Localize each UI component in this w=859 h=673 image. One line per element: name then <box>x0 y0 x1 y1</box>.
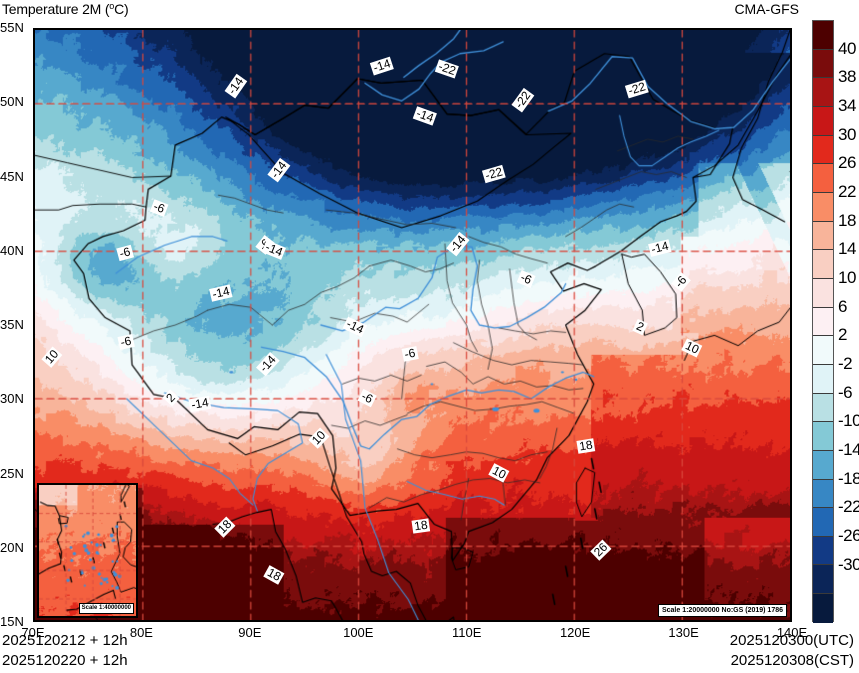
colorbar-swatch <box>813 49 833 79</box>
colorbar-swatch <box>813 364 833 394</box>
page-title-unit: C) <box>114 1 129 17</box>
colorbar-tick-18: 18 <box>838 210 856 230</box>
colorbar-swatch <box>813 479 833 509</box>
lat-tick-40N: 40N <box>0 242 24 258</box>
colorbar-tick--14: -14 <box>838 440 859 459</box>
contour-label: -6 <box>117 333 135 350</box>
colorbar-swatch <box>813 192 833 222</box>
colorbar-tick-30: 30 <box>838 124 856 144</box>
lon-tick-140E: 140E <box>776 625 808 640</box>
lat-tick-20N: 20N <box>0 539 24 555</box>
colorbar-tick-22: 22 <box>838 182 856 201</box>
map-plot-area[interactable]: Scale 1:20000000 No:GS (2019) 1786 Scale… <box>33 28 792 622</box>
colorbar-swatch <box>813 135 833 165</box>
page-title: Temperature 2M (oC) <box>2 1 129 17</box>
colorbar-tick--30: -30 <box>838 554 859 574</box>
colorbar-tick-34: 34 <box>838 96 856 115</box>
lat-tick-30N: 30N <box>0 391 24 407</box>
colorbar-swatch <box>813 336 833 365</box>
contour-label: -6 <box>401 345 419 362</box>
colorbar-tick-38: 38 <box>838 67 856 87</box>
colorbar-swatch <box>813 221 833 251</box>
lat-tick-35N: 35N <box>0 317 24 332</box>
colorbar-swatch <box>813 21 833 50</box>
footer-valid-time-cst: 2025120308(CST) <box>730 652 854 669</box>
colorbar-swatch <box>813 307 833 337</box>
colorbar-swatch <box>813 164 833 193</box>
page-title-text: Temperature 2M ( <box>2 1 110 17</box>
colorbar-swatch <box>813 106 833 136</box>
degree-symbol: o <box>109 1 115 11</box>
colorbar-tick--2: -2 <box>838 354 853 373</box>
colorbar-tick--26: -26 <box>838 526 859 545</box>
colorbar-tick-10: 10 <box>838 268 856 287</box>
model-label: CMA-GFS <box>734 1 799 17</box>
footer-init-time-utc: 2025120212 + 12h <box>2 632 128 649</box>
lat-tick-25N: 25N <box>0 465 24 481</box>
lon-tick-130E: 130E <box>668 625 699 640</box>
colorbar-tick-26: 26 <box>838 153 856 173</box>
colorbar-tick-40: 40 <box>838 38 856 58</box>
south-china-sea-inset-map[interactable]: Scale 1:40000000 <box>37 483 138 618</box>
lon-tick-80E: 80E <box>129 625 153 640</box>
colorbar-swatch <box>813 393 833 423</box>
contour-label: 18 <box>576 437 596 454</box>
contour-label: 18 <box>411 517 431 534</box>
lon-tick-70E: 70E <box>21 625 45 640</box>
lon-tick-120E: 120E <box>559 625 591 640</box>
colorbar-tick--22: -22 <box>838 497 859 517</box>
lat-tick-55N: 55N <box>0 20 24 35</box>
footer-valid-time-utc: 2025120300(UTC) <box>729 632 854 649</box>
inset-scale-note: Scale 1:40000000 <box>78 603 134 614</box>
colorbar-swatch <box>813 422 833 451</box>
colorbar-tick--10: -10 <box>838 411 859 431</box>
colorbar-swatch <box>813 594 833 623</box>
colorbar-tick--18: -18 <box>838 468 859 488</box>
lat-tick-15N: 15N <box>0 614 24 629</box>
colorbar-swatch <box>813 450 833 480</box>
colorbar-swatch <box>813 536 833 566</box>
lon-tick-90E: 90E <box>238 625 262 640</box>
colorbar-tick-2: 2 <box>838 325 847 345</box>
lat-tick-45N: 45N <box>0 168 24 184</box>
colorbar-tick--6: -6 <box>838 382 853 402</box>
colorbar-tick-14: 14 <box>838 239 856 259</box>
lat-tick-50N: 50N <box>0 94 24 110</box>
colorbar-swatch <box>813 78 833 107</box>
colorbar-swatch <box>813 565 833 595</box>
map-scale-note: Scale 1:20000000 No:GS (2019) 1786 <box>657 604 787 617</box>
lon-tick-110E: 110E <box>452 625 482 640</box>
temperature-colorbar[interactable] <box>812 20 834 623</box>
footer-init-time-cst: 2025120220 + 12h <box>2 652 128 669</box>
colorbar-tick-6: 6 <box>838 296 847 316</box>
inset-field-canvas <box>39 485 136 616</box>
colorbar-swatch <box>813 508 833 537</box>
colorbar-swatch <box>813 278 833 308</box>
colorbar-swatch <box>813 250 833 279</box>
lon-tick-100E: 100E <box>343 625 374 640</box>
